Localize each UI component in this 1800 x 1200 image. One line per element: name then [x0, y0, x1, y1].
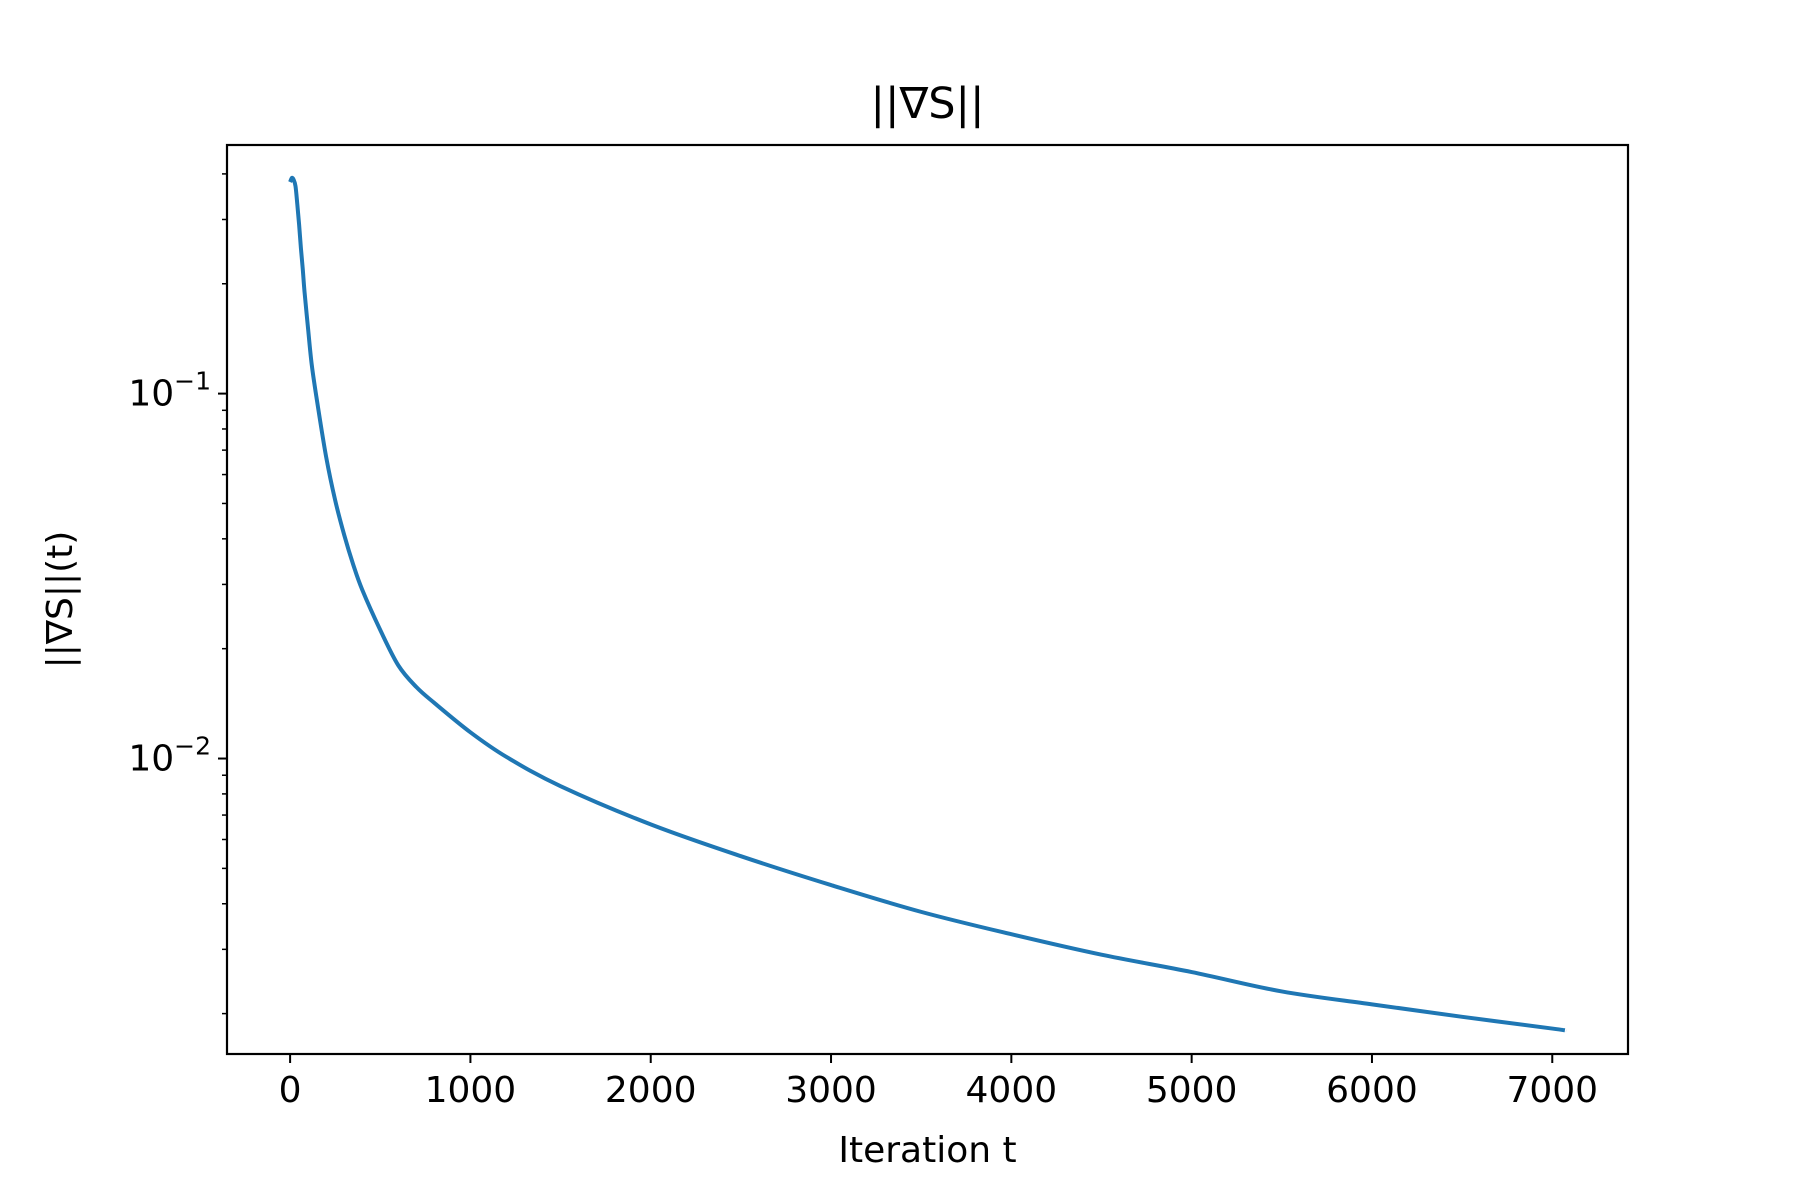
x-tick-label: 6000: [1326, 1070, 1418, 1111]
y-tick-label: 10−1: [128, 367, 211, 415]
x-tick-label: 5000: [1146, 1070, 1238, 1111]
x-tick-label: 2000: [605, 1070, 697, 1111]
x-tick-label: 0: [279, 1070, 302, 1111]
series-layer: [288, 175, 1567, 1033]
y-axis: 10−1 10−2: [128, 173, 227, 1015]
x-tick-label: 1000: [425, 1070, 517, 1111]
x-tick-label: 4000: [966, 1070, 1058, 1111]
chart-title: ||∇S||: [870, 79, 984, 129]
plot-frame: [225, 143, 1630, 1056]
series-line: [288, 175, 1567, 1033]
x-tick-label: 7000: [1506, 1070, 1598, 1111]
y-tick-label: 10−2: [128, 732, 211, 780]
x-axis-label: Iteration t: [838, 1130, 1016, 1171]
y-axis-label: ||∇S||(t): [40, 531, 81, 669]
x-axis: 0 1000 2000 3000 4000 5000 6000 7000: [279, 1054, 1598, 1111]
x-tick-label: 3000: [785, 1070, 877, 1111]
plot-area: 0 1000 2000 3000 4000 5000 6000 7000 10−1 10−2: [128, 143, 1630, 1111]
